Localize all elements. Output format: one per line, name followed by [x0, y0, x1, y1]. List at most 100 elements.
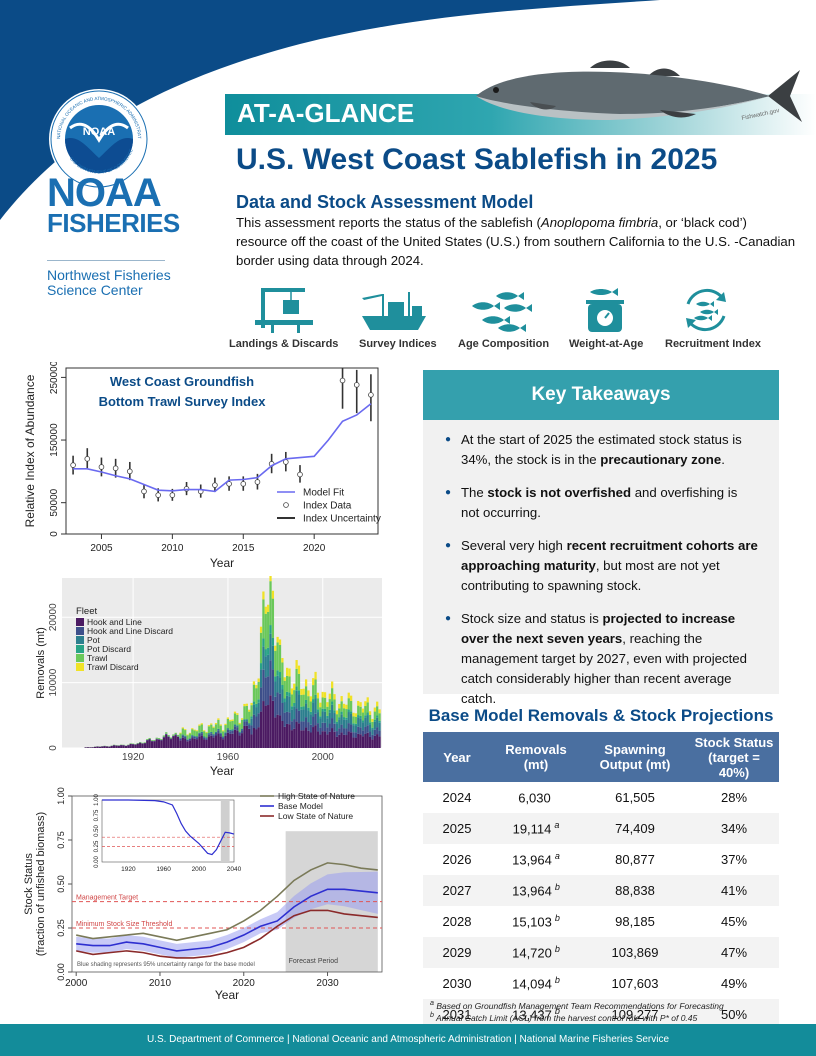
photo-credit: Fishwatch.gov	[741, 108, 780, 122]
index-point	[98, 464, 105, 470]
removals-bar	[155, 739, 158, 748]
removals-bar	[219, 725, 222, 733]
removals-bar	[297, 710, 301, 724]
table-row: 2028 15,103 b 98,185 45%	[423, 906, 779, 937]
removals-bar	[259, 711, 263, 748]
removals-bar	[169, 737, 173, 739]
removals-bar	[186, 735, 189, 740]
removals-bar	[271, 590, 275, 599]
removals-bar	[316, 712, 320, 724]
removals-bar	[368, 724, 372, 732]
removals-bar	[281, 689, 284, 704]
removals-bar	[326, 734, 329, 748]
legend-swatch	[76, 645, 84, 653]
age-composition-label: Age Composition	[458, 338, 550, 350]
removals-bar	[210, 723, 213, 725]
cell-status: 47%	[689, 937, 779, 968]
legend-label: High State of Nature	[278, 791, 355, 801]
removals-bar	[359, 702, 362, 707]
removals-bar	[257, 699, 260, 703]
removals-bar	[248, 709, 251, 712]
removals-bar	[290, 709, 293, 722]
removals-bar	[364, 705, 367, 716]
removals-bar	[210, 735, 213, 748]
removals-bar	[188, 740, 192, 748]
removals-bar	[357, 715, 360, 718]
legend-label: Hook and Line Discard	[87, 626, 173, 636]
x-axis-label: Year	[210, 556, 234, 570]
removals-bar	[304, 686, 308, 700]
legend-label: Model Fit	[303, 488, 344, 499]
removals-bar	[271, 637, 275, 646]
removals-bar	[200, 733, 203, 736]
removals-bar	[250, 734, 253, 748]
chart-title-line1: West Coast Groundfish	[110, 374, 254, 389]
removals-bar	[295, 721, 298, 748]
removals-bar	[316, 723, 320, 732]
cell-year: 2025	[423, 813, 491, 844]
inset-y-tick-label: 0.75	[94, 809, 100, 821]
removals-bar	[217, 730, 220, 734]
removals-bar	[252, 704, 256, 715]
removals-bar	[347, 731, 350, 748]
y-tick-label: 0.75	[56, 831, 66, 849]
legend-label: Base Model	[278, 801, 323, 811]
removals-bar	[186, 741, 189, 748]
removals-bar	[255, 703, 258, 708]
removals-bar	[376, 727, 379, 735]
removals-bar	[188, 738, 192, 739]
cell-status: 28%	[720, 790, 748, 805]
x-tick-label: 2010	[161, 543, 184, 554]
removals-bar	[188, 738, 192, 741]
removals-bar	[257, 713, 260, 728]
removals-bar	[236, 714, 239, 726]
removals-bar	[309, 714, 312, 725]
survey-vessel-icon	[362, 292, 426, 330]
index-point	[112, 465, 119, 472]
removals-bar	[328, 712, 331, 724]
removals-bar	[257, 678, 260, 682]
removals-bar	[264, 677, 267, 706]
x-tick-label: 2010	[149, 978, 172, 989]
removals-bar	[357, 700, 360, 706]
y-axis-label: Removals (mt)	[35, 627, 47, 699]
removals-bar	[214, 735, 218, 748]
col-header-removals: Removals (mt)	[491, 732, 581, 782]
removals-bar	[352, 723, 355, 726]
takeaway-item: Stock size and status is projected to in…	[445, 609, 759, 709]
removals-bar	[345, 719, 348, 729]
removals-bar	[267, 676, 270, 706]
removals-bar	[210, 724, 213, 733]
removals-bar	[368, 711, 372, 715]
removals-bar	[373, 721, 376, 730]
removals-bar	[378, 709, 381, 714]
removals-bar	[255, 716, 258, 730]
removals-bar	[364, 733, 367, 748]
cell-spawning: 80,877	[615, 852, 655, 867]
removals-bar	[366, 702, 369, 713]
removals-bar	[172, 736, 175, 748]
cell-spawning: 61,505	[615, 790, 655, 805]
removals-bar	[340, 732, 343, 748]
page-footer: U.S. Department of Commerce | National O…	[0, 1024, 816, 1056]
removals-bar	[250, 702, 253, 706]
removals-bar	[366, 732, 369, 748]
legend-label: Low State of Nature	[278, 811, 353, 821]
survey-index-chart: 2005 2010 2015 2020 0 50000 150000 250000 Year Re…	[23, 362, 381, 570]
removals-bar	[312, 702, 315, 717]
index-point	[155, 492, 161, 498]
removals-bar	[229, 721, 232, 730]
inset-y-tick-label: 1.00	[94, 794, 100, 806]
cell-spawning: 98,185	[615, 914, 655, 929]
removals-bar	[371, 729, 374, 735]
removals-bar	[238, 735, 241, 748]
removals-bar	[84, 747, 87, 748]
removals-bar	[264, 705, 267, 748]
removals-bar	[364, 701, 367, 706]
removals-bar	[259, 632, 263, 664]
removals-bar	[262, 646, 265, 670]
removals-bar	[198, 733, 201, 737]
removals-bar	[371, 734, 374, 740]
removals-bar	[148, 737, 151, 739]
removals-bar	[139, 741, 142, 743]
